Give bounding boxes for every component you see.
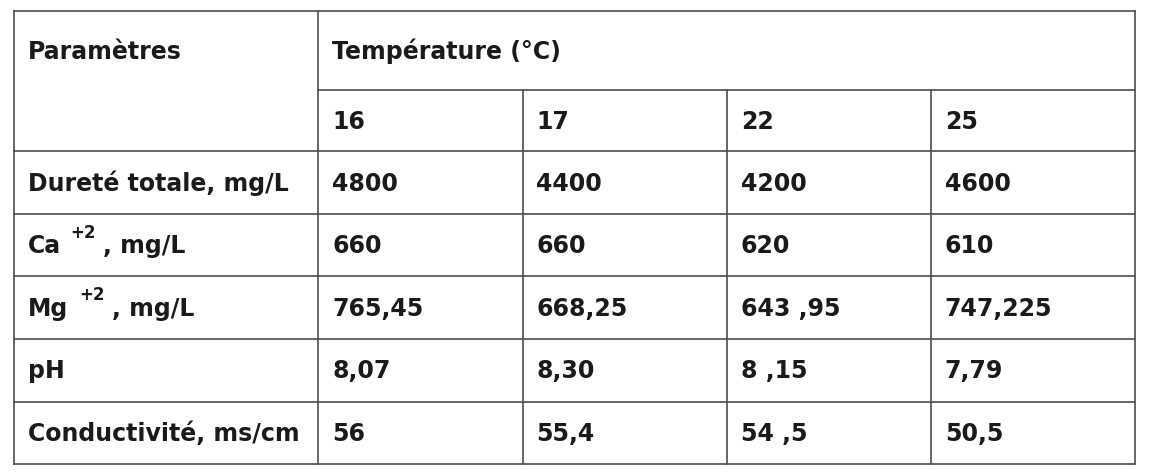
Text: +2: +2 <box>79 286 105 304</box>
Text: 7,79: 7,79 <box>944 358 1003 383</box>
Text: 610: 610 <box>944 234 994 258</box>
Text: 660: 660 <box>537 234 586 258</box>
Text: 8 ,15: 8 ,15 <box>741 358 807 383</box>
Text: Conductivité, ms/cm: Conductivité, ms/cm <box>28 421 299 445</box>
Text: 8,30: 8,30 <box>537 358 595 383</box>
Text: 660: 660 <box>332 234 381 258</box>
Text: +2: +2 <box>70 223 95 241</box>
Text: 55,4: 55,4 <box>537 421 595 445</box>
Text: 643 ,95: 643 ,95 <box>741 296 840 320</box>
Text: Température (°C): Température (°C) <box>332 39 561 64</box>
Text: 4600: 4600 <box>944 171 1011 195</box>
Text: , mg/L: , mg/L <box>113 296 195 320</box>
Text: 747,225: 747,225 <box>944 296 1052 320</box>
Text: Paramètres: Paramètres <box>28 40 182 63</box>
Text: 17: 17 <box>537 109 569 134</box>
Text: 56: 56 <box>332 421 365 445</box>
Text: Ca: Ca <box>28 234 61 258</box>
Text: 25: 25 <box>944 109 978 134</box>
Text: , mg/L: , mg/L <box>103 234 186 258</box>
Text: 16: 16 <box>332 109 365 134</box>
Text: 668,25: 668,25 <box>537 296 627 320</box>
Text: 765,45: 765,45 <box>332 296 424 320</box>
Text: Dureté totale, mg/L: Dureté totale, mg/L <box>28 170 288 196</box>
Text: pH: pH <box>28 358 64 383</box>
Text: 4200: 4200 <box>741 171 807 195</box>
Text: 620: 620 <box>741 234 791 258</box>
Text: 50,5: 50,5 <box>944 421 1003 445</box>
Text: Mg: Mg <box>28 296 68 320</box>
Text: 54 ,5: 54 ,5 <box>741 421 807 445</box>
Text: 8,07: 8,07 <box>332 358 391 383</box>
Text: 4800: 4800 <box>332 171 399 195</box>
Text: 4400: 4400 <box>537 171 602 195</box>
Text: 22: 22 <box>741 109 773 134</box>
